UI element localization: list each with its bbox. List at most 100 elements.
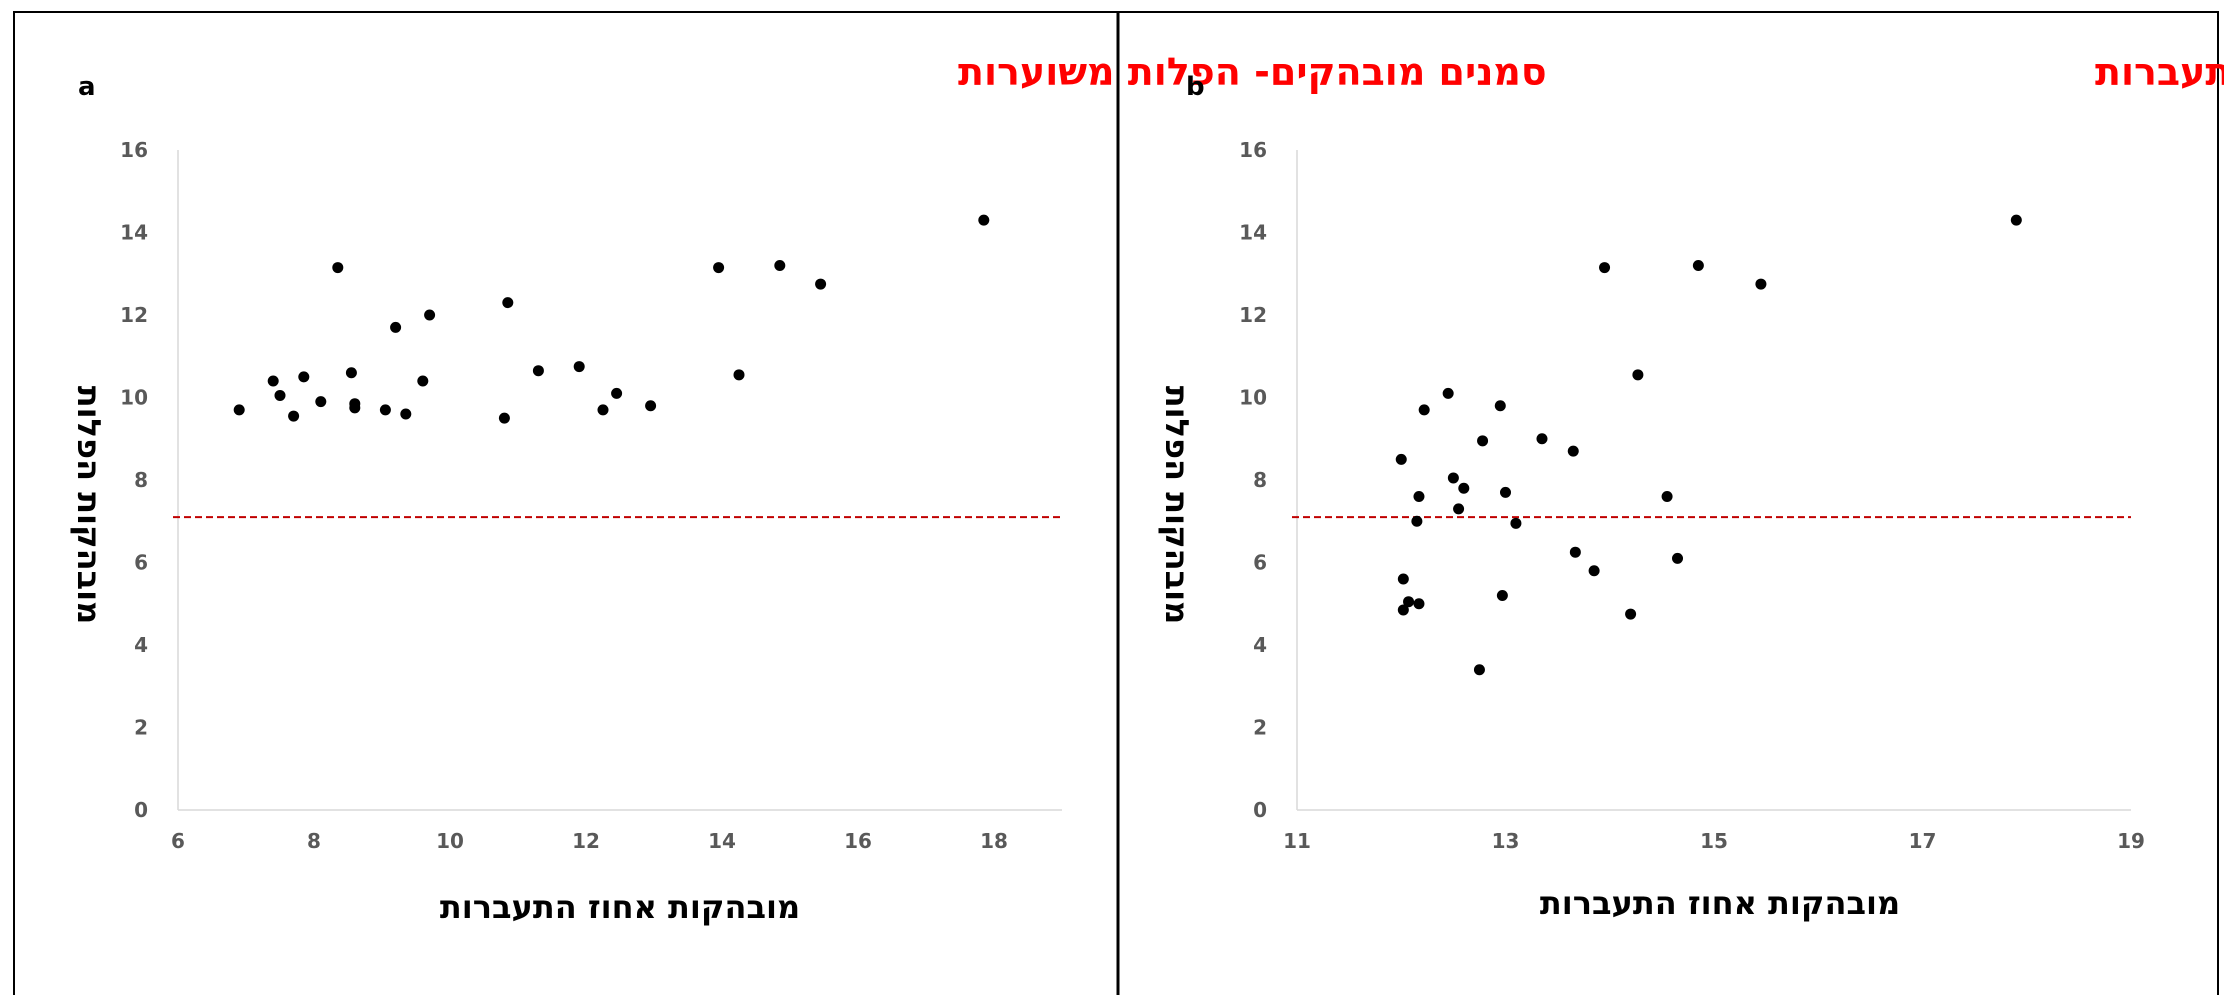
x-tick-label: 10 <box>436 829 464 853</box>
data-point <box>1755 278 1767 290</box>
x-tick-label: 15 <box>1700 829 1728 853</box>
data-point <box>815 278 827 290</box>
data-point <box>573 361 585 373</box>
y-tick-label: 10 <box>120 386 148 410</box>
x-tick-label: 14 <box>708 829 736 853</box>
x-tick-label: 18 <box>980 829 1008 853</box>
data-point <box>1442 387 1454 399</box>
data-point <box>1397 573 1409 585</box>
chart-b: b סמנים מובהקים- אחוז התעברות 0 2 4 6 8 10 12 1… <box>1158 50 2224 922</box>
data-point <box>1661 491 1673 502</box>
data-point <box>315 396 327 408</box>
chart-a-marks <box>173 214 1062 519</box>
y-tick-label: 14 <box>1239 221 1267 245</box>
y-tick-label: 4 <box>134 633 148 657</box>
data-point <box>774 260 786 271</box>
data-point <box>1510 517 1522 529</box>
y-tick-label: 6 <box>1253 551 1267 575</box>
data-point <box>733 369 745 381</box>
data-point <box>2010 214 2022 226</box>
y-tick-label: 0 <box>134 798 148 822</box>
data-point <box>1632 369 1644 381</box>
chart-a: a סמנים מובהקים- הפלות משוערות 0 2 4 6 8 10 12… <box>70 50 1547 926</box>
y-tick-label: 0 <box>1253 798 1267 822</box>
chart-b-axes: 0 2 4 6 8 10 12 14 16 11 13 15 17 19 <box>1239 138 2145 853</box>
data-point <box>713 262 725 274</box>
data-point <box>1567 445 1579 457</box>
panel-b-label: b <box>1186 72 1205 102</box>
y-tick-label: 12 <box>120 303 148 327</box>
chart-b-marks <box>1292 214 2131 676</box>
data-point <box>1599 262 1611 274</box>
data-point <box>1447 472 1459 484</box>
chart-b-title: סמנים מובהקים- אחוז התעברות <box>2095 50 2224 94</box>
data-point <box>502 297 514 309</box>
y-tick-label: 14 <box>120 221 148 245</box>
y-tick-label: 2 <box>134 716 148 740</box>
y-tick-label: 2 <box>1253 716 1267 740</box>
data-point <box>597 404 609 416</box>
chart-a-axes: 0 2 4 6 8 10 12 14 16 6 8 10 12 14 16 18 <box>120 138 1062 853</box>
x-tick-label: 17 <box>1909 829 1937 853</box>
y-tick-label: 4 <box>1253 633 1267 657</box>
x-tick-label: 8 <box>307 829 321 853</box>
data-point <box>1477 435 1489 447</box>
data-point <box>400 408 412 420</box>
data-point <box>288 410 300 422</box>
data-point <box>611 387 623 399</box>
data-point <box>532 365 544 377</box>
y-tick-label: 8 <box>1253 468 1267 492</box>
data-point <box>1458 482 1470 494</box>
y-tick-label: 10 <box>1239 386 1267 410</box>
data-point <box>1672 552 1684 564</box>
data-point <box>645 400 657 412</box>
data-point <box>1411 515 1423 527</box>
y-tick-label: 8 <box>134 468 148 492</box>
x-tick-label: 13 <box>1492 829 1520 853</box>
data-point <box>233 404 245 416</box>
data-point <box>1403 596 1415 608</box>
x-tick-label: 19 <box>2117 829 2145 853</box>
data-point <box>332 262 344 274</box>
data-point <box>274 389 286 401</box>
data-point <box>1496 590 1508 601</box>
data-point <box>1625 608 1637 620</box>
x-tick-label: 12 <box>572 829 600 853</box>
data-point <box>424 309 436 321</box>
data-point <box>1588 565 1600 577</box>
data-point <box>345 367 357 379</box>
data-point <box>267 375 279 387</box>
data-point <box>349 402 361 414</box>
data-point <box>978 214 990 226</box>
chart-a-ylabel: מובהקות הפלות <box>70 386 108 624</box>
y-tick-label: 16 <box>1239 138 1267 162</box>
y-tick-label: 6 <box>134 551 148 575</box>
data-point <box>1536 433 1548 445</box>
data-point <box>1692 260 1704 271</box>
data-point <box>1418 404 1430 416</box>
data-point <box>390 321 402 333</box>
y-tick-label: 12 <box>1239 303 1267 327</box>
chart-b-ylabel: מובהקות הפלות <box>1158 386 1196 624</box>
data-point <box>298 371 310 383</box>
data-point <box>1473 664 1485 676</box>
data-point <box>1413 491 1425 502</box>
data-point <box>1453 503 1465 515</box>
y-tick-label: 16 <box>120 138 148 162</box>
chart-a-xlabel: מובהקות אחוז התעברות <box>440 888 800 926</box>
chart-a-title: סמנים מובהקים- הפלות משוערות <box>958 50 1547 94</box>
x-tick-label: 11 <box>1283 829 1311 853</box>
data-point <box>379 404 391 416</box>
data-point <box>1500 486 1511 498</box>
data-point <box>1395 453 1407 465</box>
x-tick-label: 16 <box>844 829 872 853</box>
chart-b-xlabel: מובהקות אחוז התעברות <box>1540 884 1900 922</box>
data-point <box>1413 598 1425 610</box>
data-point <box>1569 546 1581 558</box>
data-point <box>498 412 510 424</box>
data-point <box>1494 400 1506 412</box>
data-point <box>1397 604 1409 616</box>
panel-a-label: a <box>78 72 96 102</box>
data-point <box>417 375 429 387</box>
